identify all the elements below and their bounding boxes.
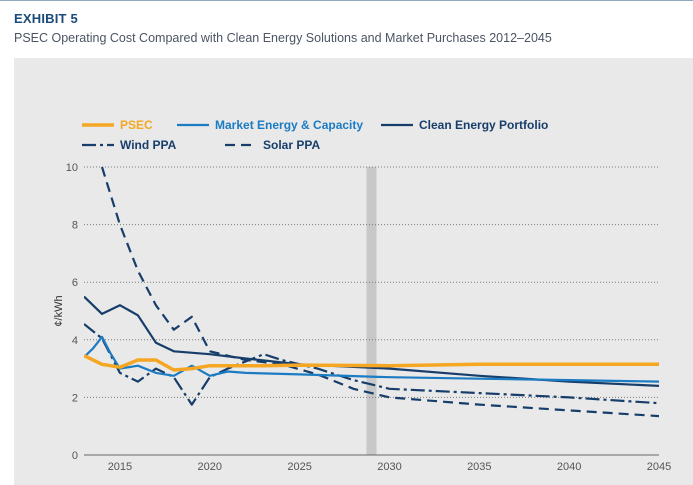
- series-line-solar-ppa: [100, 166, 659, 418]
- y-axis-label: ¢/kWh: [53, 295, 65, 326]
- y-tick-2: 2: [72, 392, 78, 404]
- exhibit-label: EXHIBIT 5: [14, 11, 78, 26]
- y-tick-8: 8: [72, 220, 78, 232]
- x-tick-2045: 2045: [647, 461, 671, 473]
- legend-label-solar-ppa: Solar PPA: [263, 138, 320, 152]
- y-tick-10: 10: [66, 162, 78, 174]
- series-line-psec: [84, 354, 659, 372]
- legend-label-clean-energy-portfolio: Clean Energy Portfolio: [419, 118, 548, 132]
- y-tick-6: 6: [72, 277, 78, 289]
- x-tick-2015: 2015: [108, 461, 132, 473]
- x-tick-2040: 2040: [557, 461, 581, 473]
- chart-panel: 0 2 4 6 8 10 2015 2020 2025 2030 2035 2040 2045 ¢/kWh…: [14, 58, 693, 485]
- series-line-wind-ppa: [84, 323, 659, 406]
- legend-label-wind-ppa: Wind PPA: [120, 138, 177, 152]
- chart-subtitle: PSEC Operating Cost Compared with Clean …: [14, 31, 552, 45]
- chart: 0 2 4 6 8 10 2015 2020 2025 2030 2035 2040 2045 ¢/kWh…: [53, 118, 671, 473]
- series-line-clean-energy-portfolio: [84, 295, 659, 387]
- series-line-market-energy-capacity: [84, 335, 659, 383]
- y-tick-0: 0: [72, 450, 78, 462]
- x-tick-2025: 2025: [287, 461, 311, 473]
- highlight-year-band: [366, 167, 377, 455]
- x-tick-2030: 2030: [377, 461, 401, 473]
- legend-label-market-energy-capacity: Market Energy & Capacity: [215, 118, 363, 132]
- x-tick-2035: 2035: [467, 461, 491, 473]
- header-rule: [0, 0, 693, 1]
- x-tick-2020: 2020: [198, 461, 222, 473]
- y-tick-4: 4: [72, 335, 78, 347]
- legend-label-psec: PSEC: [120, 118, 153, 132]
